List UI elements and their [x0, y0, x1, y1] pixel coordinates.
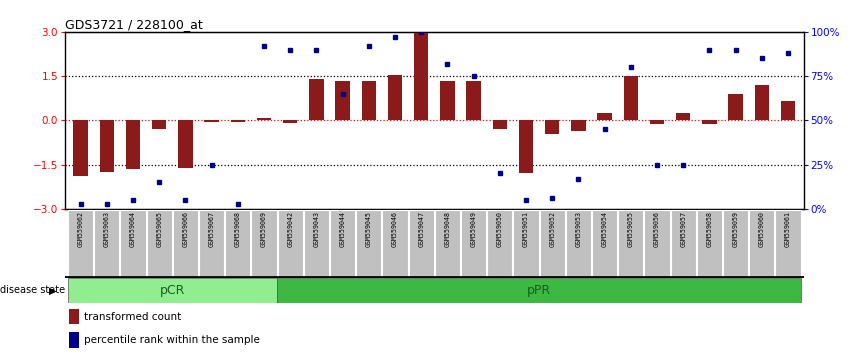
Bar [68, 309, 79, 324]
Bar [572, 120, 585, 131]
Text: GSM559048: GSM559048 [444, 211, 450, 247]
Text: GSM559051: GSM559051 [523, 211, 529, 247]
Bar [488, 210, 513, 276]
Bar [461, 210, 486, 276]
Text: GSM559063: GSM559063 [104, 211, 110, 247]
Bar [74, 120, 87, 176]
Text: GDS3721 / 228100_at: GDS3721 / 228100_at [65, 18, 203, 31]
Text: GSM559059: GSM559059 [733, 211, 739, 247]
Bar [493, 120, 507, 129]
Bar [618, 210, 643, 276]
Text: GSM559061: GSM559061 [785, 211, 791, 247]
Bar [775, 210, 800, 276]
Bar [676, 113, 690, 120]
Text: transformed count: transformed count [84, 312, 181, 321]
Text: GSM559053: GSM559053 [575, 211, 581, 247]
Text: GSM559058: GSM559058 [707, 211, 713, 247]
Bar [277, 278, 801, 303]
Text: ▶: ▶ [48, 285, 56, 295]
Bar [435, 210, 460, 276]
Bar [781, 101, 795, 120]
Bar [383, 210, 408, 276]
Bar [94, 210, 120, 276]
Text: pCR: pCR [159, 284, 185, 297]
Bar [598, 113, 611, 120]
Bar [519, 120, 533, 173]
Text: pPR: pPR [527, 284, 551, 297]
Bar [723, 210, 748, 276]
Bar [728, 94, 743, 120]
Bar [335, 81, 350, 120]
Bar [356, 210, 381, 276]
Bar [68, 278, 277, 303]
Bar [199, 210, 224, 276]
Bar [173, 210, 198, 276]
Text: GSM559056: GSM559056 [654, 211, 660, 247]
Bar [749, 210, 774, 276]
Bar [467, 81, 481, 120]
Bar [540, 210, 565, 276]
Bar [225, 210, 250, 276]
Bar [440, 81, 455, 120]
Bar [100, 120, 114, 172]
Text: GSM559052: GSM559052 [549, 211, 555, 247]
Bar [257, 118, 271, 120]
Text: disease state: disease state [0, 285, 65, 295]
Text: GSM559068: GSM559068 [235, 211, 241, 247]
Bar [278, 210, 303, 276]
Text: GSM559042: GSM559042 [288, 211, 294, 247]
Bar [362, 81, 376, 120]
Bar [514, 210, 539, 276]
Bar [388, 75, 402, 120]
Bar [414, 32, 429, 120]
Text: GSM559047: GSM559047 [418, 211, 424, 247]
Bar [702, 120, 716, 124]
Text: GSM559060: GSM559060 [759, 211, 765, 247]
Text: GSM559045: GSM559045 [365, 211, 372, 247]
Bar [670, 210, 695, 276]
Text: GSM559055: GSM559055 [628, 211, 634, 247]
Bar [120, 210, 145, 276]
Text: percentile rank within the sample: percentile rank within the sample [84, 335, 260, 345]
Bar [754, 85, 769, 120]
Bar [650, 120, 664, 124]
Bar [283, 120, 297, 123]
Text: GSM559046: GSM559046 [392, 211, 398, 247]
Bar [68, 332, 79, 348]
Text: GSM559044: GSM559044 [339, 211, 346, 247]
Bar [592, 210, 617, 276]
Bar [330, 210, 355, 276]
Bar [230, 120, 245, 122]
Text: GSM559054: GSM559054 [602, 211, 608, 247]
Bar [126, 120, 140, 169]
Bar [178, 120, 192, 167]
Bar [309, 79, 324, 120]
Text: GSM559066: GSM559066 [183, 211, 189, 247]
Bar [697, 210, 722, 276]
Text: GSM559049: GSM559049 [470, 211, 476, 247]
Text: GSM559062: GSM559062 [78, 211, 84, 247]
Text: GSM559057: GSM559057 [680, 211, 686, 247]
Bar [68, 210, 94, 276]
Text: GSM559050: GSM559050 [497, 211, 503, 247]
Text: GSM559069: GSM559069 [261, 211, 267, 247]
Bar [624, 76, 638, 120]
Bar [545, 120, 559, 134]
Bar [251, 210, 276, 276]
Bar [304, 210, 329, 276]
Bar [565, 210, 591, 276]
Text: GSM559067: GSM559067 [209, 211, 215, 247]
Text: GSM559043: GSM559043 [313, 211, 320, 247]
Bar [644, 210, 669, 276]
Bar [152, 120, 166, 129]
Bar [409, 210, 434, 276]
Bar [204, 120, 219, 122]
Text: GSM559065: GSM559065 [156, 211, 162, 247]
Bar [146, 210, 171, 276]
Text: GSM559064: GSM559064 [130, 211, 136, 247]
